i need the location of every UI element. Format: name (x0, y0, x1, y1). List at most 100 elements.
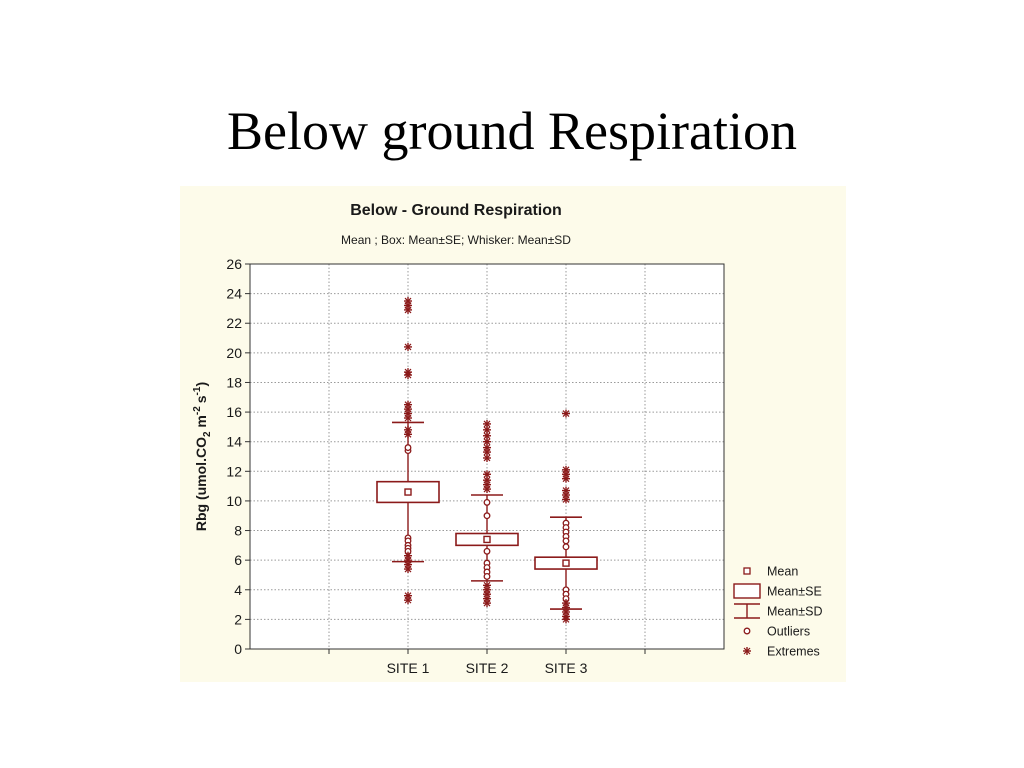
legend-label: Extremes (767, 645, 820, 659)
mean-marker (404, 488, 412, 496)
extreme-stroke (404, 306, 412, 314)
extreme-stroke (404, 371, 412, 379)
outlier-point (404, 444, 412, 452)
y-axis-label-part: m (193, 415, 209, 431)
extreme-stroke (483, 432, 491, 440)
y-axis-label: Rbg (umol.CO2 m-2 s-1) (192, 382, 213, 531)
outlier-point (483, 547, 491, 555)
extreme-point (562, 474, 570, 483)
outlier-point (483, 512, 491, 520)
legend-mean-symbol (743, 567, 751, 575)
x-tick-label: SITE 3 (545, 660, 588, 676)
extreme-stroke (404, 414, 412, 422)
y-axis-label-part: s (193, 395, 209, 403)
extreme-point (483, 437, 491, 446)
outlier-point (562, 537, 570, 545)
legend-item-se: Mean±SE (733, 583, 822, 599)
extreme-point (404, 371, 412, 380)
y-tick-label: 20 (226, 345, 242, 361)
extreme-point (483, 453, 491, 462)
y-axis-label-part: -2 (192, 406, 203, 415)
y-tick-label: 24 (226, 286, 242, 302)
chart-subtitle: Mean ; Box: Mean±SE; Whisker: Mean±SD (341, 233, 571, 247)
extreme-stroke (404, 430, 412, 438)
extreme-point (562, 615, 570, 624)
y-tick-label: 0 (234, 641, 242, 657)
mean-marker (562, 559, 570, 567)
y-tick-label: 12 (226, 463, 242, 479)
extreme-stroke (562, 496, 570, 503)
legend-item-outlier: Outliers (743, 625, 810, 639)
x-axis-ticks: SITE 1 SITE 2 SITE 3 (328, 649, 646, 676)
y-axis-label-text: Rbg (umol.CO2 m-2 s-1) (192, 382, 213, 531)
y-tick-label: 18 (226, 374, 242, 390)
y-tick-label: 6 (234, 552, 242, 568)
y-tick-label: 2 (234, 611, 242, 627)
legend-label: Mean (767, 565, 798, 579)
legend-extreme-symbol (743, 647, 751, 655)
box-plot-marks (376, 297, 598, 624)
extreme-point (483, 599, 491, 608)
extreme-point (562, 409, 570, 418)
mean-marker (483, 535, 491, 544)
extreme-point (483, 431, 491, 440)
outlier-point (483, 572, 491, 580)
y-tick-label: 4 (234, 582, 242, 598)
extreme-stroke (562, 410, 570, 417)
legend-outlier-symbol (743, 627, 751, 635)
extreme-point (483, 470, 491, 479)
x-tick-label: SITE 2 (466, 660, 509, 676)
legend-label: Outliers (767, 625, 810, 639)
extreme-stroke (483, 448, 491, 456)
extreme-point (483, 485, 491, 494)
x-tick-label: SITE 1 (387, 660, 430, 676)
extreme-stroke (404, 565, 412, 573)
extreme-point (404, 305, 412, 314)
box-site-2 (455, 419, 519, 608)
y-axis-label-part: 2 (202, 431, 213, 437)
extreme-point (404, 565, 412, 574)
extreme-stroke (483, 438, 491, 446)
chart-title: Below - Ground Respiration (350, 202, 562, 219)
extreme-stroke (743, 647, 751, 655)
y-tick-label: 26 (226, 256, 242, 272)
legend: Mean Mean±SE Mean±SD Outliers Extremes (733, 565, 823, 659)
extreme-stroke (404, 596, 412, 604)
legend-label: Mean±SD (767, 605, 823, 619)
y-tick-label: 16 (226, 404, 242, 420)
legend-label: Mean±SE (767, 585, 822, 599)
extreme-point (404, 596, 412, 605)
y-tick-label: 10 (226, 493, 242, 509)
outlier-point (562, 543, 570, 551)
box-site-1 (376, 297, 440, 605)
extreme-point (404, 342, 412, 351)
box-site-3 (534, 409, 598, 624)
box-plot-chart: Below - Ground Respiration Mean ; Box: M… (180, 186, 846, 682)
extreme-stroke (404, 343, 412, 351)
chart-panel: Below - Ground Respiration Mean ; Box: M… (180, 186, 846, 682)
y-axis-label-part: -1 (192, 386, 203, 395)
extreme-stroke (483, 470, 491, 478)
outlier-point (483, 498, 491, 506)
extreme-stroke (483, 426, 491, 434)
y-axis-label-part: Rbg (umol.CO (193, 437, 209, 531)
slide-title: Below ground Respiration (227, 101, 797, 161)
y-tick-label: 14 (226, 434, 242, 450)
y-axis-label-part: ) (193, 382, 209, 387)
extreme-stroke (483, 454, 491, 462)
extreme-stroke (562, 615, 570, 623)
extreme-point (404, 414, 412, 422)
legend-se-symbol (733, 583, 761, 599)
extreme-point (562, 495, 570, 504)
extreme-stroke (562, 475, 570, 483)
extreme-point (404, 430, 412, 439)
legend-item-sd: Mean±SD (734, 603, 823, 619)
y-tick-label: 22 (226, 315, 242, 331)
legend-item-extreme: Extremes (743, 645, 820, 659)
extreme-stroke (483, 485, 491, 493)
legend-item-mean: Mean (743, 565, 798, 579)
y-tick-label: 8 (234, 523, 242, 539)
extreme-stroke (483, 420, 491, 428)
extreme-stroke (483, 599, 491, 607)
